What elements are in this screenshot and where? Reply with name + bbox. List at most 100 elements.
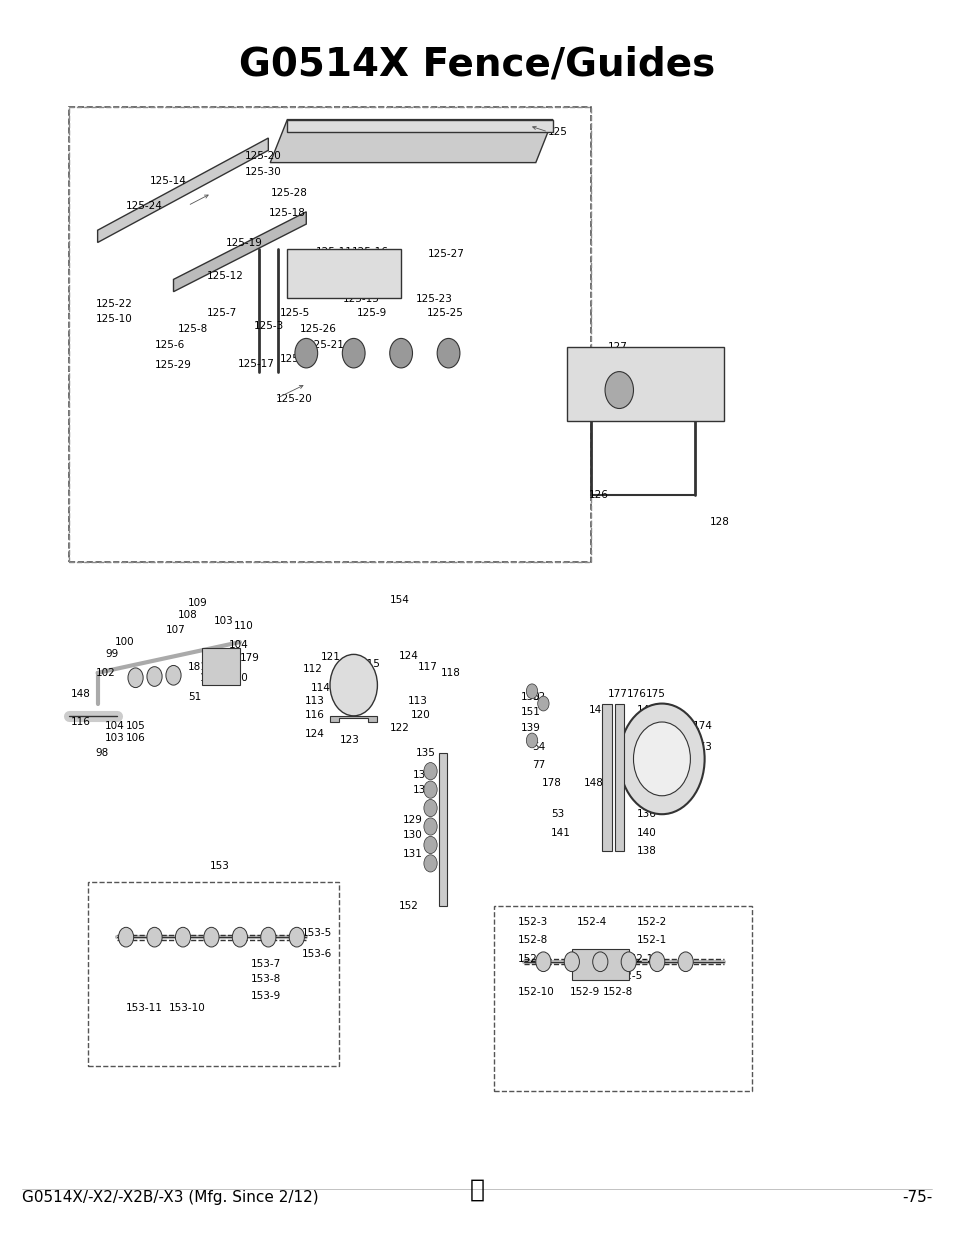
Text: 53: 53 [551, 809, 563, 819]
Text: 133: 133 [412, 769, 432, 779]
Text: 102: 102 [95, 668, 115, 678]
Text: 121: 121 [320, 652, 340, 662]
Text: 152-3: 152-3 [517, 918, 547, 927]
Circle shape [166, 666, 181, 685]
Circle shape [620, 952, 636, 972]
Text: 116: 116 [71, 718, 91, 727]
Text: 125-28: 125-28 [271, 189, 308, 199]
Circle shape [204, 927, 219, 947]
Text: 54: 54 [532, 741, 545, 752]
Text: 152-7: 152-7 [517, 955, 547, 965]
Circle shape [147, 667, 162, 687]
Text: 125-4: 125-4 [371, 259, 400, 269]
Text: 152-2: 152-2 [636, 918, 666, 927]
Text: 116: 116 [304, 710, 324, 720]
Circle shape [118, 927, 133, 947]
Text: 108: 108 [178, 610, 198, 620]
Text: 153-6: 153-6 [301, 950, 332, 960]
Text: 141: 141 [551, 827, 570, 837]
Circle shape [678, 952, 693, 972]
Text: 99: 99 [105, 650, 118, 659]
Text: 146: 146 [636, 705, 656, 715]
Text: 125-10: 125-10 [95, 314, 132, 324]
Text: -75-: -75- [901, 1191, 931, 1205]
Circle shape [592, 952, 607, 972]
Text: 125-29: 125-29 [154, 361, 192, 370]
Text: 151: 151 [520, 708, 540, 718]
Text: 115: 115 [361, 659, 381, 669]
Circle shape [423, 799, 436, 816]
Text: 125: 125 [548, 127, 567, 137]
Circle shape [175, 927, 191, 947]
Text: 153-11: 153-11 [126, 1004, 163, 1014]
Circle shape [289, 927, 304, 947]
Text: 100: 100 [114, 637, 134, 647]
Text: G0514X/-X2/-X2B/-X3 (Mfg. Since 2/12): G0514X/-X2/-X2B/-X3 (Mfg. Since 2/12) [22, 1191, 318, 1205]
Text: 107: 107 [166, 625, 186, 635]
Circle shape [423, 818, 436, 835]
Text: 101: 101 [200, 673, 219, 683]
Circle shape [563, 952, 578, 972]
Text: 125-18: 125-18 [268, 207, 305, 219]
Text: 125-24: 125-24 [126, 200, 163, 211]
Circle shape [604, 372, 633, 409]
Text: 152-11: 152-11 [623, 955, 660, 965]
Text: 125-12: 125-12 [207, 270, 243, 280]
Text: 142: 142 [636, 778, 656, 788]
Text: 152-9: 152-9 [569, 988, 599, 998]
Circle shape [423, 855, 436, 872]
Text: 125-30: 125-30 [244, 168, 281, 178]
Text: 175: 175 [645, 689, 665, 699]
Polygon shape [287, 120, 553, 132]
Text: 118: 118 [440, 668, 460, 678]
Text: 173: 173 [693, 741, 713, 752]
Text: 103: 103 [214, 616, 233, 626]
Text: 153-10: 153-10 [169, 1004, 205, 1014]
Text: 152: 152 [398, 902, 418, 911]
Text: 150: 150 [520, 693, 539, 703]
Circle shape [436, 338, 459, 368]
Text: 125-15: 125-15 [342, 294, 378, 304]
Text: 125-20: 125-20 [244, 152, 281, 162]
Text: 125-25: 125-25 [426, 308, 463, 317]
Text: 104: 104 [229, 640, 248, 650]
Text: 125-26: 125-26 [299, 324, 336, 333]
Text: 136: 136 [636, 809, 656, 819]
Circle shape [233, 927, 247, 947]
Text: 130: 130 [402, 830, 422, 840]
Text: 125-6: 125-6 [154, 340, 185, 350]
Text: 113: 113 [407, 697, 427, 706]
Text: 131: 131 [402, 848, 422, 858]
Text: 154: 154 [390, 595, 409, 605]
Text: 98: 98 [95, 747, 109, 758]
Text: 110: 110 [233, 621, 253, 631]
Circle shape [649, 952, 664, 972]
Circle shape [536, 952, 551, 972]
Text: 152-5: 152-5 [612, 972, 642, 982]
Text: 127: 127 [607, 342, 627, 352]
Text: 153-9: 153-9 [251, 992, 281, 1002]
Text: 129: 129 [402, 815, 422, 825]
Text: 114: 114 [311, 683, 331, 693]
Text: 125-11: 125-11 [315, 247, 353, 257]
Text: 124: 124 [304, 730, 324, 740]
Text: 125-3: 125-3 [253, 321, 284, 331]
Polygon shape [270, 120, 553, 163]
Text: 152-8: 152-8 [517, 935, 547, 945]
Text: 152-8: 152-8 [602, 988, 633, 998]
Polygon shape [173, 211, 306, 291]
Text: 117: 117 [417, 662, 437, 672]
Text: 152-4: 152-4 [576, 918, 606, 927]
Polygon shape [97, 138, 268, 242]
Polygon shape [614, 704, 623, 851]
Text: 125-22: 125-22 [95, 299, 132, 309]
Circle shape [342, 338, 365, 368]
Polygon shape [330, 716, 377, 722]
Text: 153-8: 153-8 [251, 974, 281, 984]
Polygon shape [287, 248, 400, 298]
Bar [202, 648, 239, 685]
Text: 126: 126 [588, 489, 608, 499]
Circle shape [260, 927, 275, 947]
Text: 125-9: 125-9 [356, 308, 386, 317]
Text: 152-1: 152-1 [636, 935, 666, 945]
